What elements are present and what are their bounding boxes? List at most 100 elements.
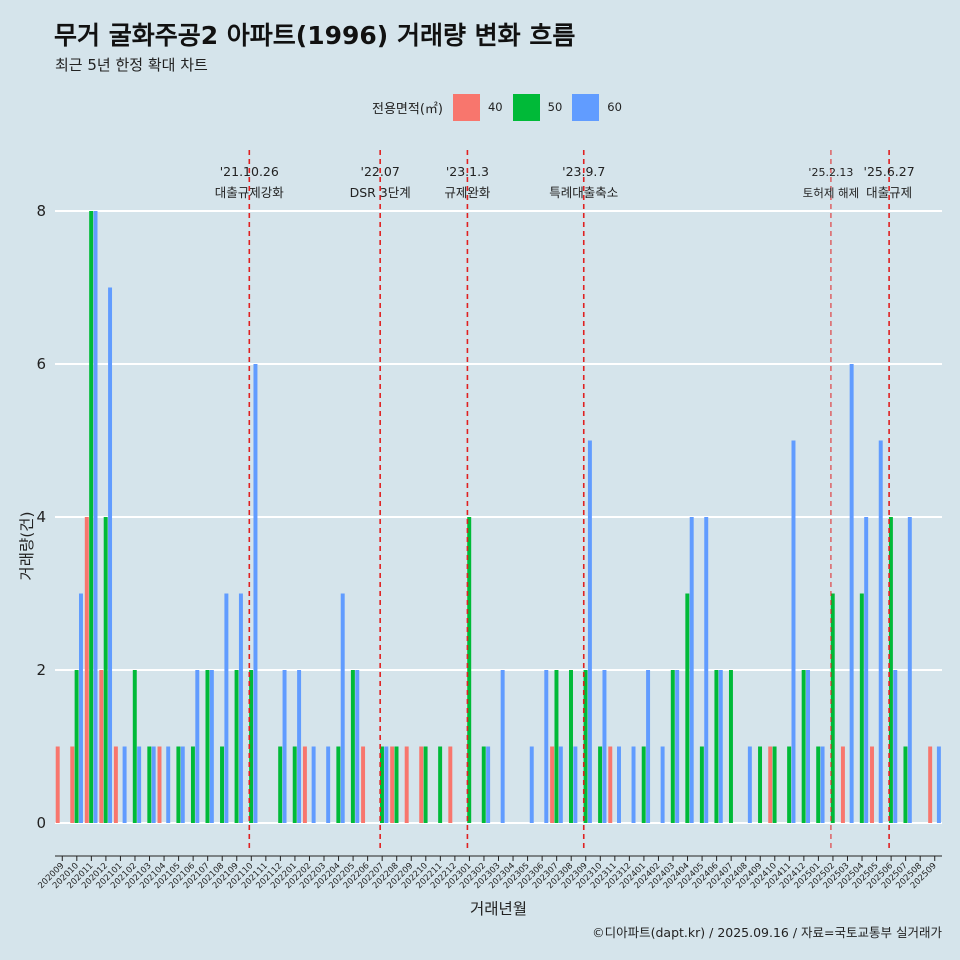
bar-60-202108 xyxy=(224,593,229,823)
bar-40-202209 xyxy=(404,746,409,823)
bar-40-202202 xyxy=(302,746,307,823)
bar-60-202107 xyxy=(209,670,214,823)
bar-50-202012 xyxy=(103,517,108,823)
y-axis-label: 거래량(건) xyxy=(18,511,36,580)
event-label-202207: DSR 3단계 xyxy=(350,185,411,200)
chart-title: 무거 굴화주공2 아파트(1996) 거래량 변화 흐름 xyxy=(54,21,576,50)
bar-40-202503 xyxy=(840,746,845,823)
bar-50-202411 xyxy=(787,746,792,823)
legend-swatch-60 xyxy=(572,93,600,121)
bar-40-202212 xyxy=(448,746,453,823)
bar-50-202201 xyxy=(292,746,297,823)
event-label-202301: 규제완화 xyxy=(444,185,491,200)
bar-40-202104 xyxy=(157,746,162,823)
bar-60-202103 xyxy=(151,746,156,823)
bar-60-202109 xyxy=(238,593,243,823)
chart-subtitle: 최근 5년 한정 확대 차트 xyxy=(55,56,208,74)
bar-60-202503 xyxy=(849,364,854,823)
bar-50-202103 xyxy=(147,746,152,823)
bar-40-202012 xyxy=(99,670,104,823)
bar-50-202205 xyxy=(350,670,355,823)
bar-50-202307 xyxy=(554,670,559,823)
bar-60-202207 xyxy=(384,746,389,823)
legend-label-60: 60 xyxy=(607,100,622,114)
bar-60-202406 xyxy=(718,670,723,823)
legend-title: 전용면적(㎡) xyxy=(372,101,443,117)
bar-60-202309 xyxy=(587,440,592,823)
bar-60-202311 xyxy=(617,746,621,823)
bar-50-202501 xyxy=(816,746,821,823)
bar-40-202509 xyxy=(928,746,933,823)
bar-50-202308 xyxy=(569,670,573,823)
legend-swatch-50 xyxy=(512,93,540,121)
bar-50-202403 xyxy=(670,670,675,823)
y-tick-label-2: 2 xyxy=(36,661,46,679)
y-tick-label-0: 0 xyxy=(36,814,46,832)
bar-50-202301 xyxy=(467,517,472,823)
bar-50-202409 xyxy=(758,746,763,823)
legend-item-40: 40 xyxy=(452,93,503,121)
legend-item-60: 60 xyxy=(572,93,622,121)
bar-60-202010 xyxy=(78,593,83,823)
caption: ©디아파트(dapt.kr) / 2025.09.16 / 자료=국토교통부 실… xyxy=(592,925,942,940)
bar-60-202505 xyxy=(878,440,883,823)
bar-60-202405 xyxy=(704,517,709,823)
bar-50-202310 xyxy=(598,746,603,823)
bar-40-202410 xyxy=(768,746,773,823)
bar-50-202410 xyxy=(772,746,777,823)
bar-60-202201 xyxy=(297,670,302,823)
bar-50-202102 xyxy=(132,670,137,823)
bar-60-202404 xyxy=(689,517,694,823)
x-axis-label: 거래년월 xyxy=(470,900,527,918)
bar-60-202307 xyxy=(558,746,563,823)
bar-40-202009 xyxy=(55,746,60,823)
bar-60-202408 xyxy=(747,746,752,823)
bar-60-202102 xyxy=(137,746,142,823)
bar-60-202011 xyxy=(93,211,98,823)
bar-50-202106 xyxy=(190,746,195,823)
bar-60-202308 xyxy=(573,746,578,823)
bar-50-202405 xyxy=(699,746,704,823)
bar-60-202509 xyxy=(936,746,941,823)
bar-60-202310 xyxy=(602,670,607,823)
bar-60-202401 xyxy=(646,670,651,823)
bar-50-202208 xyxy=(394,746,399,823)
bar-50-202112 xyxy=(278,746,283,823)
y-tick-label-4: 4 xyxy=(36,508,46,526)
legend-label-50: 50 xyxy=(547,100,563,114)
bar-60-202506 xyxy=(893,670,898,823)
event-date-202506: '25.6.27 xyxy=(864,164,915,179)
bar-50-202404 xyxy=(685,593,690,823)
bar-50-202107 xyxy=(205,670,210,823)
bar-60-202411 xyxy=(791,440,796,823)
y-tick-label-6: 6 xyxy=(36,355,46,373)
bar-50-202109 xyxy=(234,670,239,823)
bar-50-202507 xyxy=(903,746,908,823)
event-date-202301: '23.1.3 xyxy=(446,164,489,179)
bar-60-202501 xyxy=(820,746,825,823)
bar-60-202105 xyxy=(180,746,185,823)
bar-60-202504 xyxy=(864,517,869,823)
bar-60-202402 xyxy=(660,746,665,823)
bar-50-202210 xyxy=(423,746,428,823)
bar-50-202207 xyxy=(379,746,384,823)
legend: 전용면적(㎡) 40 50 60 xyxy=(372,93,632,121)
bar-50-202406 xyxy=(714,670,719,823)
bar-40-202011 xyxy=(84,517,89,823)
bar-50-202211 xyxy=(438,746,443,823)
bar-60-202305 xyxy=(529,746,534,823)
bar-60-202403 xyxy=(675,670,680,823)
bar-40-202311 xyxy=(608,746,613,823)
bar-40-202208 xyxy=(390,746,395,823)
bar-60-202507 xyxy=(907,517,912,823)
bar-50-202502 xyxy=(830,593,835,823)
event-label-202506: 대출규제 xyxy=(866,185,912,200)
event-date-202309: '23.9.7 xyxy=(562,164,605,179)
bar-50-202407 xyxy=(728,670,733,823)
y-tick-label-8: 8 xyxy=(36,202,46,220)
bar-50-202011 xyxy=(89,211,94,823)
event-label-202110: 대출규제강화 xyxy=(215,185,285,200)
bar-60-202204 xyxy=(340,593,345,823)
bar-50-202105 xyxy=(176,746,181,823)
bar-60-202106 xyxy=(195,670,200,823)
